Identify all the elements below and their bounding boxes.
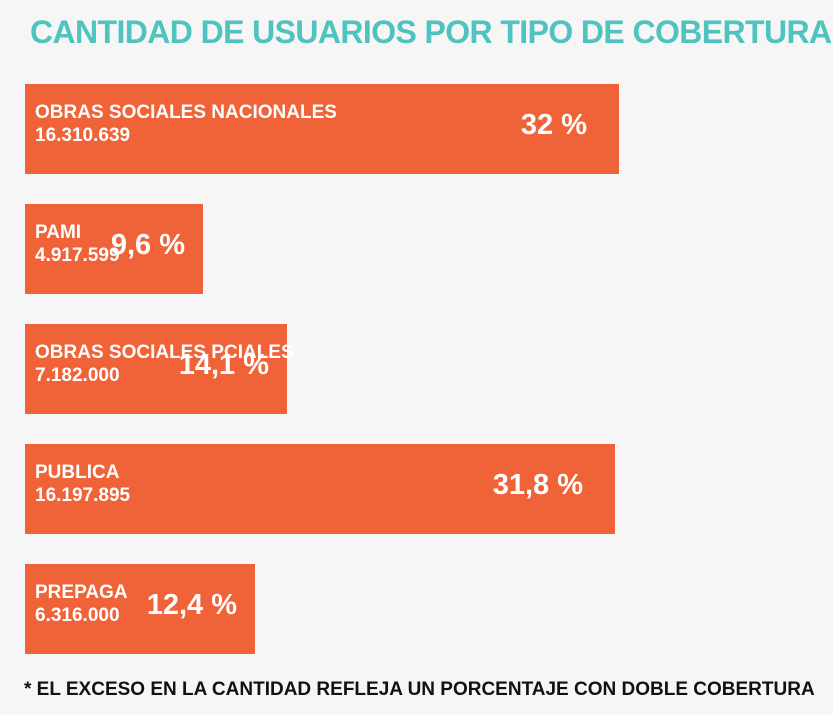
bar-count: 4.917.599 — [35, 245, 120, 266]
bar-count: 16.197.895 — [35, 485, 131, 506]
bar: PUBLICA 16.197.895 31,8 % — [25, 444, 615, 534]
bar-count: 6.316.000 — [35, 605, 120, 626]
bar-label: PAMI — [35, 222, 82, 243]
bar-label: OBRAS SOCIALES PCIALES — [35, 342, 294, 363]
bar-count: 7.182.000 — [35, 365, 120, 386]
bar-percentage: 32 % — [520, 109, 587, 141]
footnote: * EL EXCESO EN LA CANTIDAD REFLEJA UN PO… — [24, 679, 815, 700]
bar-percentage: 9,6 % — [110, 229, 185, 261]
bar: OBRAS SOCIALES NACIONALES 16.310.639 32 … — [25, 84, 619, 174]
bar-label: OBRAS SOCIALES NACIONALES — [35, 102, 337, 123]
bar: PREPAGA 6.316.000 12,4 % — [25, 564, 255, 654]
bar-percentage: 14,1 % — [178, 349, 269, 381]
bar-label: PREPAGA — [35, 582, 128, 603]
chart-title: CANTIDAD DE USUARIOS POR TIPO DE COBERTU… — [30, 14, 832, 50]
bar: PAMI 4.917.599 9,6 % — [25, 204, 203, 294]
bar: OBRAS SOCIALES PCIALES 7.182.000 14,1 % — [25, 324, 294, 414]
bar-percentage: 31,8 % — [492, 469, 583, 501]
bar-percentage: 12,4 % — [146, 589, 237, 621]
bar-label: PUBLICA — [35, 462, 120, 483]
bar-count: 16.310.639 — [35, 125, 131, 146]
